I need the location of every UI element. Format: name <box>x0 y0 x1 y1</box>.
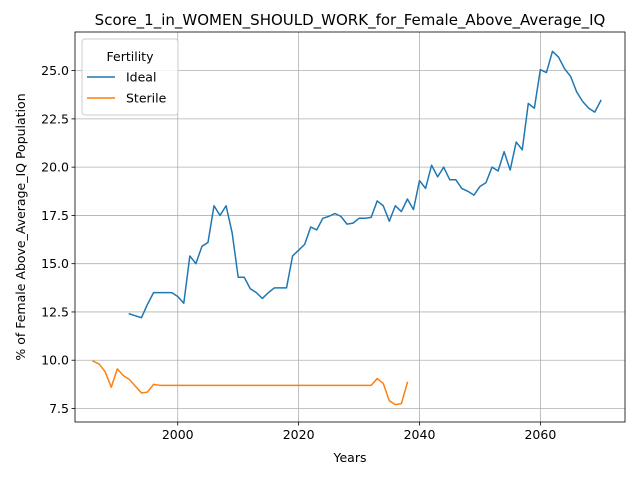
legend: Fertility Ideal Sterile <box>81 38 179 116</box>
x-axis-label: Years <box>333 450 367 465</box>
y-tick-label: 20.0 <box>41 160 69 175</box>
y-tick-label: 15.0 <box>41 256 69 271</box>
plot-frame <box>74 31 626 423</box>
x-tick-label: 2060 <box>524 427 556 442</box>
legend-label-ideal: Ideal <box>126 70 156 85</box>
series-line-sterile <box>92 360 409 406</box>
chart-title: Score_1_in_WOMEN_SHOULD_WORK_for_Female_… <box>95 11 606 30</box>
y-tick-label: 22.5 <box>41 111 69 126</box>
y-tick-label: 17.5 <box>41 208 69 223</box>
x-tick-label: 2040 <box>404 427 436 442</box>
y-tick-label: 7.5 <box>49 401 69 416</box>
legend-title: Fertility <box>107 49 155 64</box>
y-tick-label: 12.5 <box>41 304 69 319</box>
x-tick-label: 2000 <box>162 427 194 442</box>
y-axis-label: % of Female Above_Average_IQ Population <box>13 93 28 360</box>
x-axis-ticks: 2000 2020 2040 2060 <box>162 422 556 442</box>
y-axis-ticks: 7.5 10.0 12.5 15.0 17.5 20.0 22.5 25.0 <box>41 63 75 416</box>
legend-label-sterile: Sterile <box>126 91 167 106</box>
grid <box>75 32 625 422</box>
series-lines <box>92 50 602 406</box>
x-tick-label: 2020 <box>283 427 315 442</box>
y-tick-label: 10.0 <box>41 353 69 368</box>
y-tick-label: 25.0 <box>41 63 69 78</box>
series-line-ideal <box>128 50 602 319</box>
legend-box <box>81 38 179 116</box>
